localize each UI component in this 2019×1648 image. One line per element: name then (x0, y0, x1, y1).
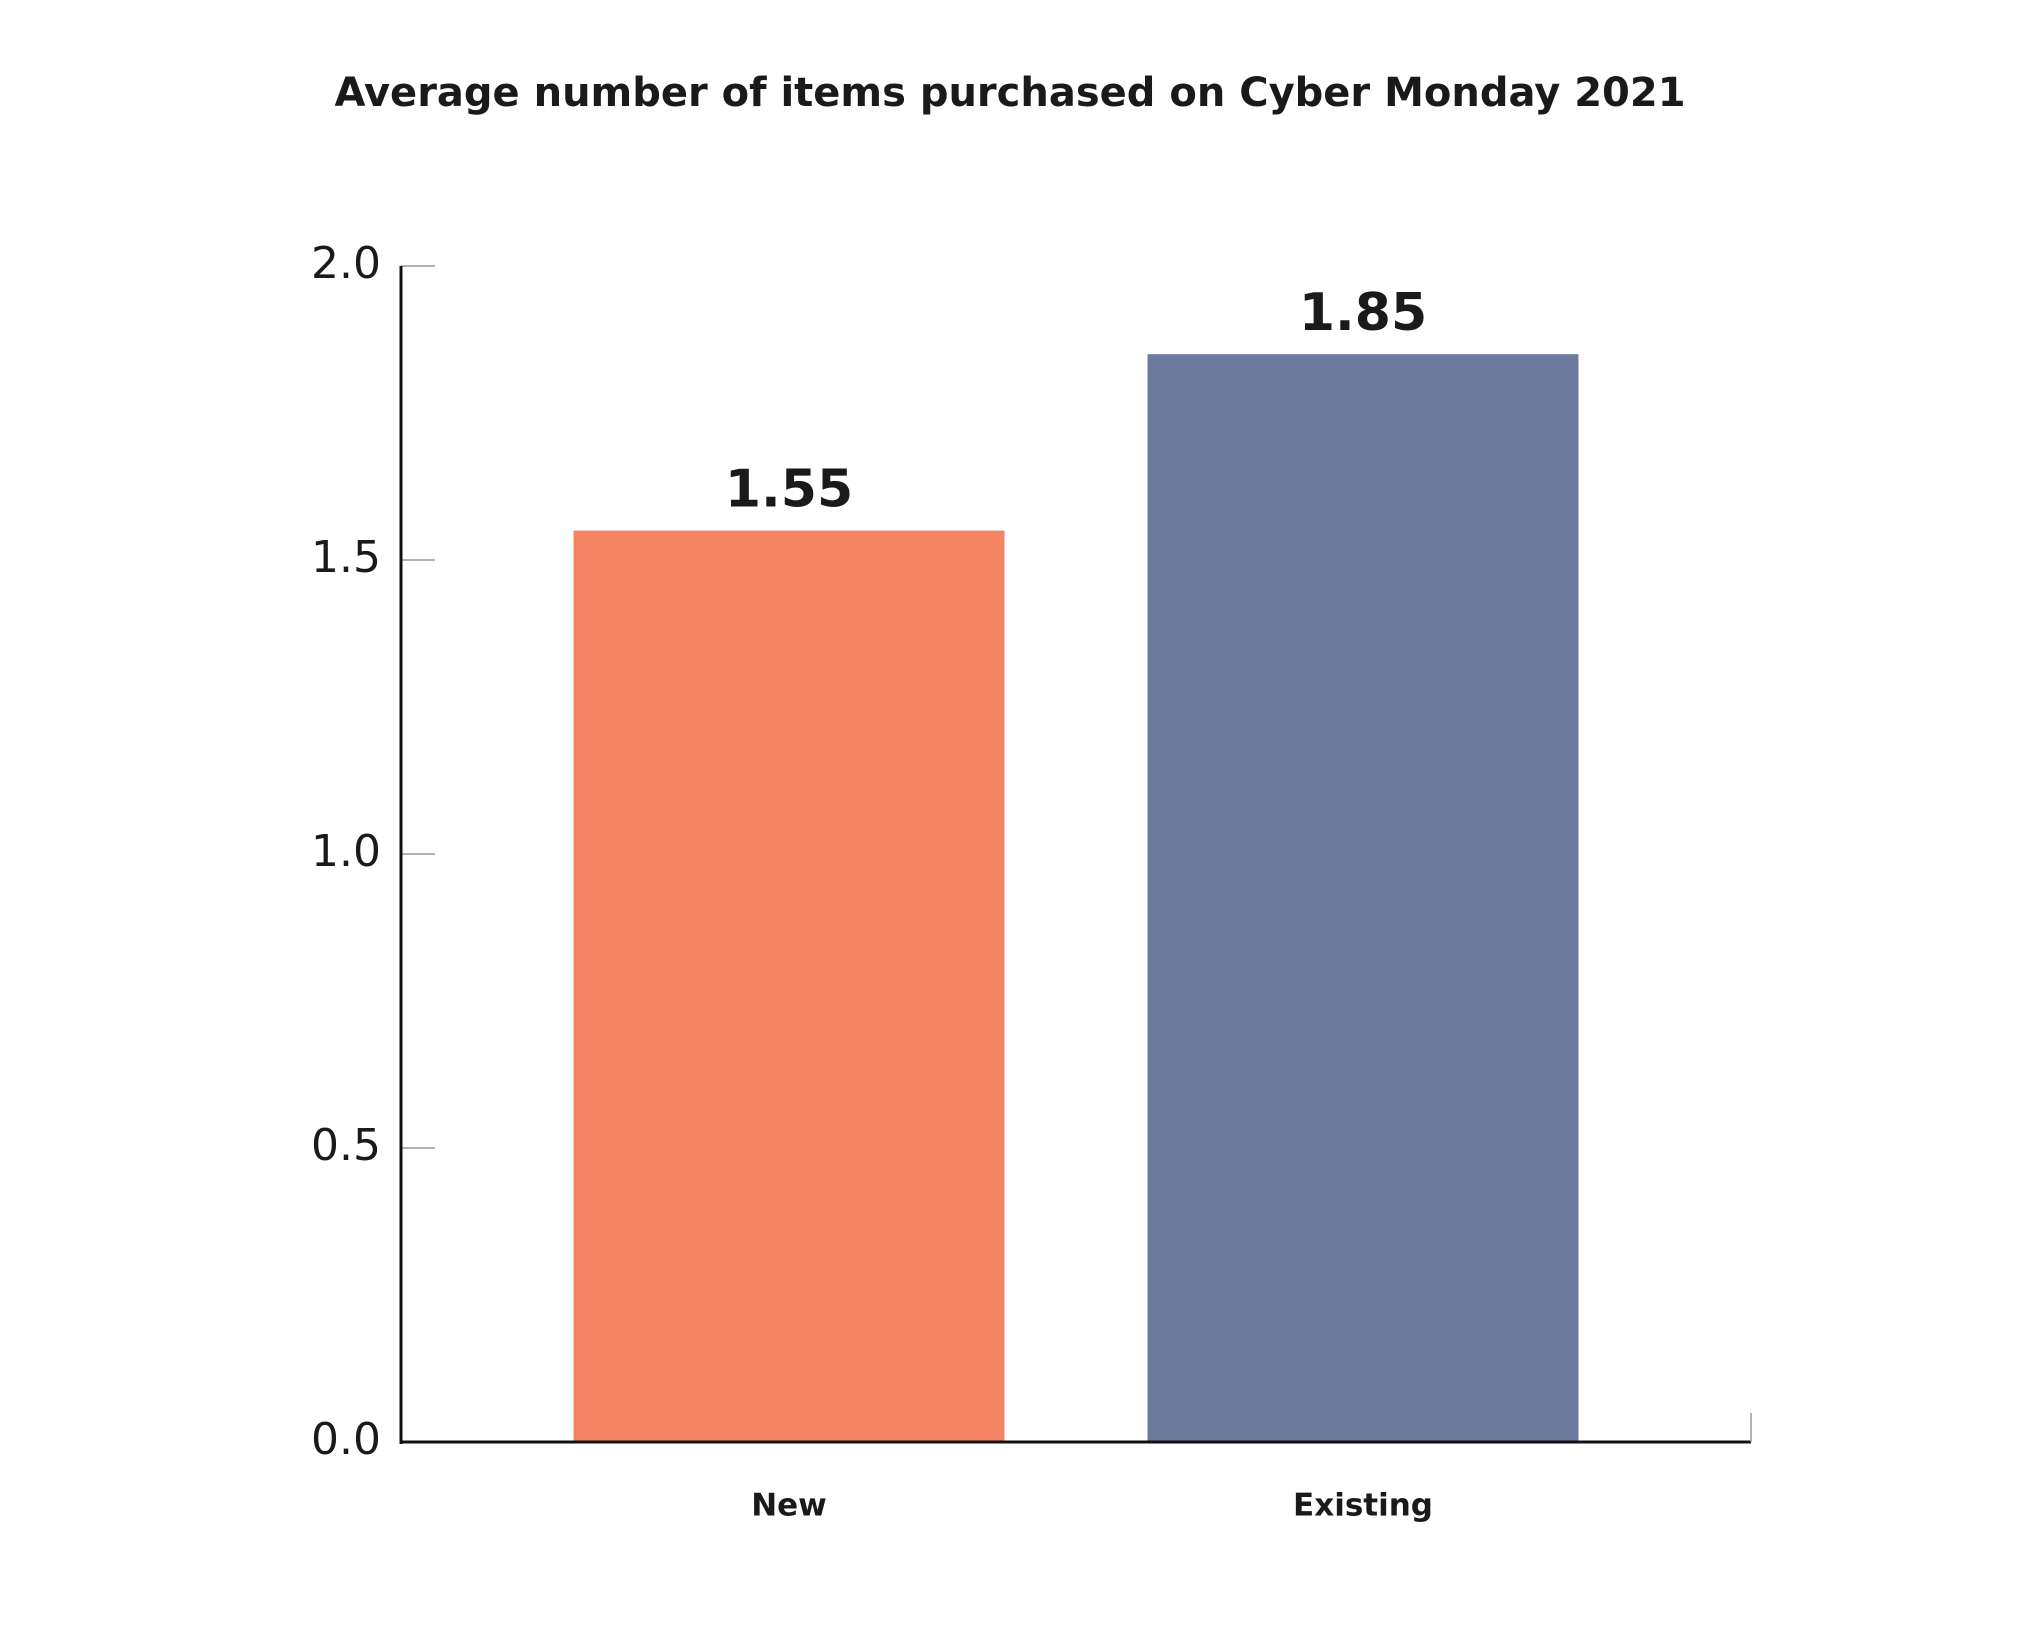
y-tick-label: 0.5 (311, 1120, 381, 1171)
value-label: 1.85 (1299, 283, 1427, 343)
x-tick-label: Existing (1293, 1488, 1433, 1524)
y-tick-label: 1.5 (311, 532, 381, 583)
y-tick-label: 2.0 (311, 238, 381, 289)
bar (1147, 354, 1579, 1443)
y-tick-label: 1.0 (311, 826, 381, 877)
value-label: 1.55 (725, 460, 853, 520)
y-tick-label: 0.0 (311, 1414, 381, 1465)
chart-title: Average number of items purchased on Cyb… (334, 70, 1685, 116)
bar (573, 530, 1005, 1442)
x-tick-label: New (751, 1488, 827, 1524)
